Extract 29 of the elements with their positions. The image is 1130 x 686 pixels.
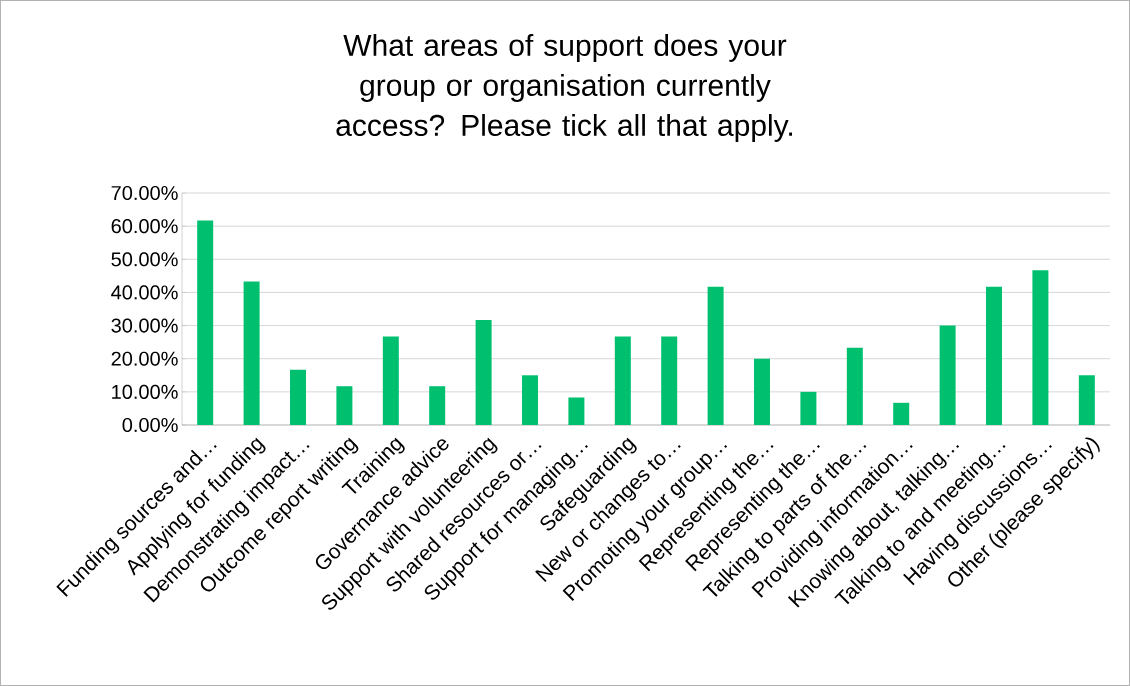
y-tick-label: 30.00% — [111, 318, 178, 333]
bar — [568, 397, 585, 425]
bar — [429, 386, 446, 425]
bar — [290, 369, 306, 425]
bar — [707, 286, 724, 425]
chart-title: What areas of support does your group or organisation currently access? Please tick all that apply. — [336, 34, 793, 142]
bar — [846, 347, 863, 425]
bar — [800, 391, 817, 425]
bar — [522, 375, 539, 425]
y-tick-label: 20.00% — [111, 351, 178, 366]
y-tick-label: 0.00% — [122, 417, 178, 433]
bar — [754, 358, 771, 425]
y-tick-label: 60.00% — [111, 219, 178, 234]
y-tick-label: 10.00% — [112, 384, 178, 399]
bar — [475, 319, 492, 425]
y-tick-label: 70.00% — [111, 185, 178, 201]
bar — [197, 220, 214, 425]
bar — [986, 286, 1003, 425]
bar — [614, 336, 631, 425]
bar — [893, 402, 910, 425]
bar — [382, 336, 399, 425]
bar — [1078, 375, 1095, 425]
y-tick-label: 50.00% — [111, 252, 178, 267]
y-tick-label: 40.00% — [111, 285, 178, 300]
bar — [661, 336, 678, 425]
bar — [939, 325, 956, 425]
bar — [336, 386, 353, 425]
bar — [243, 281, 260, 425]
bar — [1032, 270, 1049, 425]
